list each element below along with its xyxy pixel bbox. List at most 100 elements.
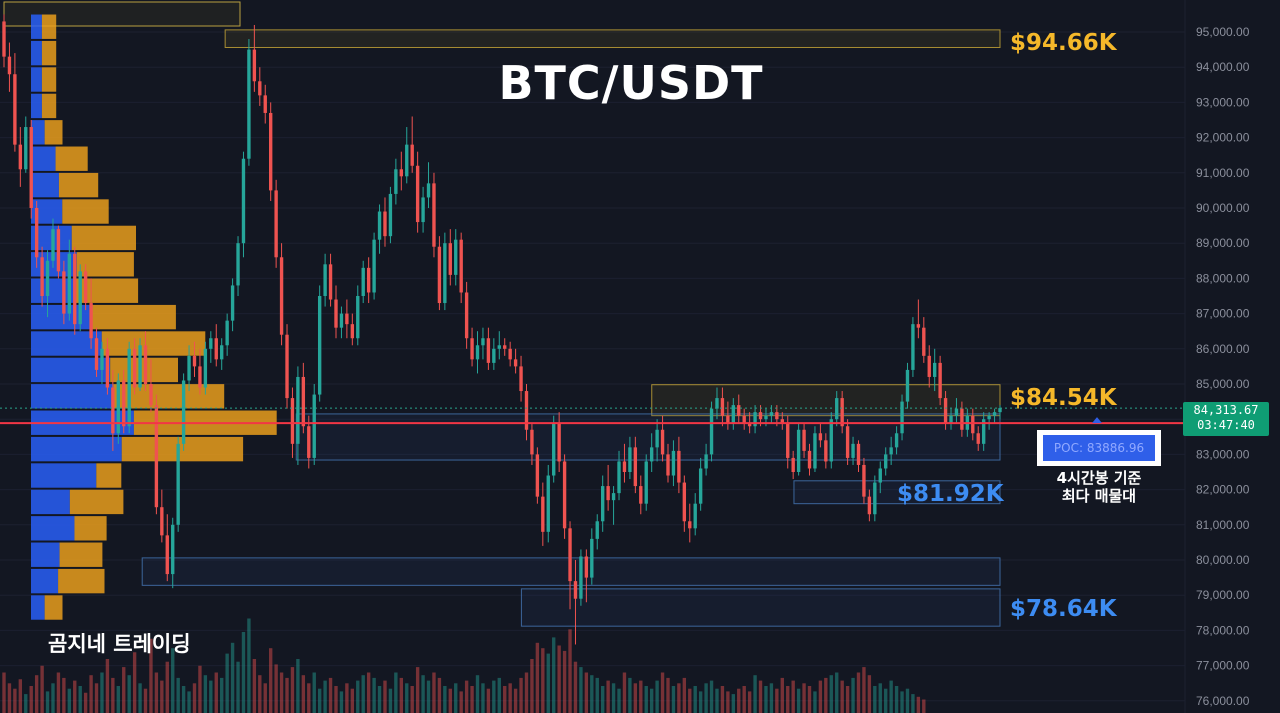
volume-bar — [492, 680, 496, 713]
volume-bar — [2, 672, 6, 713]
candle-body — [160, 507, 164, 536]
volume-bar — [519, 677, 523, 713]
volume-bar — [225, 653, 229, 713]
candle-body — [399, 169, 403, 177]
candle-body — [198, 366, 202, 388]
y-tick-label: 82,000.00 — [1196, 483, 1250, 497]
profile-up-bar — [31, 595, 45, 620]
volume-bar — [388, 688, 393, 713]
volume-bar — [889, 680, 893, 713]
volume-bar — [829, 675, 833, 713]
y-tick-label: 76,000.00 — [1196, 694, 1250, 708]
candle-body — [747, 422, 752, 427]
candle-body — [7, 56, 12, 75]
price-axis[interactable]: 95,000.00 94,000.00 93,000.00 92,000.00 91,0… — [1196, 25, 1250, 708]
volume-bar — [40, 665, 44, 713]
volume-bar — [644, 686, 648, 713]
volume-bar — [649, 688, 654, 713]
candle-body — [269, 112, 273, 191]
candle-body — [29, 127, 33, 208]
candle-body — [454, 239, 458, 275]
volume-bar — [7, 683, 12, 713]
y-tick-label: 86,000.00 — [1196, 342, 1250, 356]
candle-body — [579, 556, 583, 599]
volume-bar — [83, 692, 88, 713]
volume-bar — [18, 679, 23, 713]
candle-body — [878, 468, 882, 483]
profile-down-bar — [90, 304, 176, 330]
candlesticks — [2, 14, 1002, 645]
volume-bar — [78, 686, 82, 713]
candle-body — [802, 429, 806, 451]
candle-body — [601, 486, 605, 522]
candle-body — [34, 208, 39, 258]
volume-bar — [51, 683, 55, 713]
volume-bar — [241, 632, 246, 713]
volume-bar — [742, 686, 746, 713]
candle-body — [285, 334, 289, 399]
candle-body — [976, 433, 980, 444]
candle-body — [388, 193, 393, 237]
candle-body — [154, 405, 159, 508]
candle-body — [307, 426, 311, 458]
candle-body — [323, 264, 327, 296]
volume-bar — [214, 672, 218, 713]
candle-body — [753, 412, 757, 427]
volume-bar — [111, 677, 115, 713]
candle-body — [415, 165, 420, 223]
candle-body — [274, 190, 278, 258]
candle-body — [350, 324, 355, 339]
y-tick-label: 79,000.00 — [1196, 588, 1250, 602]
candle-body — [421, 197, 425, 223]
candle-body — [230, 285, 235, 321]
profile-down-bar — [41, 40, 57, 66]
level-label-78640: $78.64K — [1010, 596, 1117, 622]
volume-bar — [24, 694, 28, 713]
candle-body — [464, 292, 469, 339]
candle-body — [89, 303, 93, 339]
profile-up-bar — [31, 384, 114, 409]
volume-bar — [508, 683, 512, 713]
volume-bar — [383, 680, 387, 713]
candle-body — [688, 521, 692, 529]
y-tick-label: 83,000.00 — [1196, 447, 1250, 461]
volume-bar — [220, 677, 224, 713]
volume-bar — [192, 683, 197, 713]
poc-note-line-1: 4시간봉 기준 — [1056, 469, 1142, 487]
candle-body — [840, 398, 844, 427]
poc-marker — [1092, 417, 1102, 424]
volume-bar — [524, 672, 529, 713]
volume-bar — [410, 686, 414, 713]
volume-bar — [737, 688, 741, 713]
volume-bar — [29, 686, 33, 713]
candle-body — [682, 482, 687, 522]
volume-bar — [824, 677, 828, 713]
volume-bar — [611, 683, 616, 713]
candle-body — [535, 454, 540, 497]
volume-bar — [606, 680, 610, 713]
zone-box — [651, 384, 1001, 417]
watermark: 곰지네 트레이딩 — [48, 632, 191, 656]
volume-bar — [94, 683, 99, 713]
volume-bar — [421, 675, 425, 713]
candle-body — [171, 524, 175, 575]
volume-bar — [258, 675, 262, 713]
candle-body — [410, 144, 414, 166]
volume-bar — [339, 691, 344, 713]
profile-up-bar — [31, 67, 42, 92]
candle-body — [328, 264, 333, 300]
candle-body — [361, 267, 365, 296]
candle-body — [165, 535, 169, 575]
profile-up-bar — [31, 14, 42, 39]
profile-up-bar — [31, 542, 60, 567]
volume-bar — [203, 675, 208, 713]
volume-bar — [639, 680, 643, 713]
volume-bar — [818, 680, 823, 713]
volume-bar — [835, 672, 839, 713]
volume-bar — [230, 642, 235, 713]
candle-body — [432, 183, 436, 247]
candle-body — [143, 345, 148, 384]
candle-body — [992, 412, 997, 416]
candle-body — [617, 461, 621, 494]
